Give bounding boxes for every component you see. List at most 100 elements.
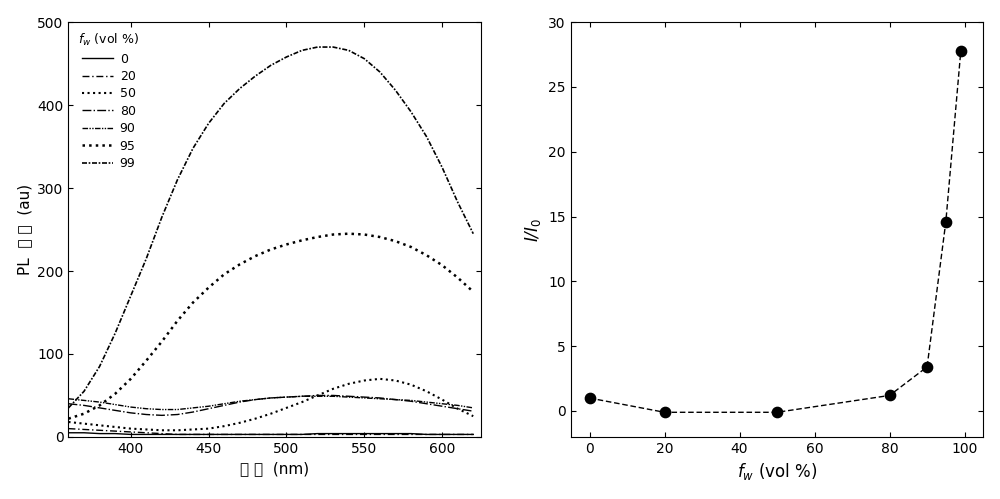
50 (125, 426, 137, 432)
95 (343, 231, 355, 237)
0 (109, 431, 121, 437)
90 (218, 401, 230, 407)
20 (203, 432, 215, 438)
90 (203, 403, 215, 409)
Line: 0: 0 (68, 433, 473, 435)
90 (312, 393, 324, 399)
20 (156, 431, 168, 437)
0 (203, 432, 215, 438)
80 (218, 402, 230, 408)
80 (312, 392, 324, 398)
90 (109, 402, 121, 408)
50 (452, 406, 464, 412)
80 (296, 393, 308, 399)
95 (421, 252, 433, 258)
99 (405, 109, 417, 115)
0 (94, 431, 106, 437)
50 (140, 427, 152, 433)
95 (156, 338, 168, 344)
Point (919, 363, 935, 371)
90 (280, 394, 292, 400)
20 (358, 432, 370, 438)
95 (249, 253, 261, 259)
95 (374, 234, 386, 240)
95 (358, 232, 370, 238)
50 (296, 399, 308, 405)
Y-axis label: $I$/$I_0$: $I$/$I_0$ (523, 218, 543, 242)
X-axis label: $f_w$ (vol %): $f_w$ (vol %) (737, 462, 817, 483)
0 (312, 431, 324, 437)
99 (94, 363, 106, 369)
80 (140, 412, 152, 418)
0 (265, 432, 277, 438)
0 (296, 432, 308, 438)
99 (62, 405, 74, 411)
Point (953, 47, 969, 55)
20 (436, 432, 448, 438)
95 (436, 262, 448, 268)
80 (389, 397, 401, 403)
80 (436, 403, 448, 409)
99 (125, 293, 137, 299)
20 (312, 432, 324, 438)
90 (187, 405, 199, 411)
90 (140, 406, 152, 412)
80 (421, 401, 433, 407)
50 (171, 427, 183, 433)
20 (343, 432, 355, 438)
50 (343, 381, 355, 387)
0 (234, 432, 246, 438)
95 (452, 274, 464, 280)
80 (234, 399, 246, 405)
80 (78, 402, 90, 408)
50 (436, 397, 448, 403)
20 (421, 432, 433, 438)
50 (312, 392, 324, 398)
Point (938, 218, 954, 226)
80 (265, 395, 277, 401)
80 (125, 410, 137, 416)
99 (280, 54, 292, 60)
0 (358, 431, 370, 437)
Y-axis label: PL  强 度  (au): PL 强 度 (au) (17, 184, 32, 275)
20 (171, 432, 183, 438)
0 (405, 431, 417, 437)
80 (280, 394, 292, 400)
95 (187, 299, 199, 305)
90 (358, 395, 370, 401)
95 (389, 238, 401, 244)
0 (389, 431, 401, 437)
20 (452, 432, 464, 438)
20 (62, 426, 74, 432)
95 (62, 416, 74, 422)
50 (389, 378, 401, 384)
0 (125, 432, 137, 438)
95 (171, 318, 183, 324)
20 (374, 432, 386, 438)
99 (234, 85, 246, 91)
99 (265, 62, 277, 68)
20 (234, 432, 246, 438)
99 (203, 120, 215, 126)
95 (140, 358, 152, 364)
99 (436, 164, 448, 170)
Line: 20: 20 (68, 429, 473, 435)
99 (327, 44, 339, 50)
99 (312, 44, 324, 50)
90 (62, 396, 74, 402)
80 (187, 409, 199, 415)
99 (78, 388, 90, 394)
95 (467, 289, 479, 295)
0 (78, 430, 90, 436)
0 (374, 431, 386, 437)
0 (249, 432, 261, 438)
90 (171, 407, 183, 413)
99 (358, 56, 370, 62)
Line: 95: 95 (68, 234, 473, 419)
20 (218, 432, 230, 438)
20 (467, 432, 479, 438)
0 (218, 432, 230, 438)
90 (374, 396, 386, 402)
90 (296, 393, 308, 399)
X-axis label: 波 长  (nm): 波 长 (nm) (240, 462, 309, 477)
